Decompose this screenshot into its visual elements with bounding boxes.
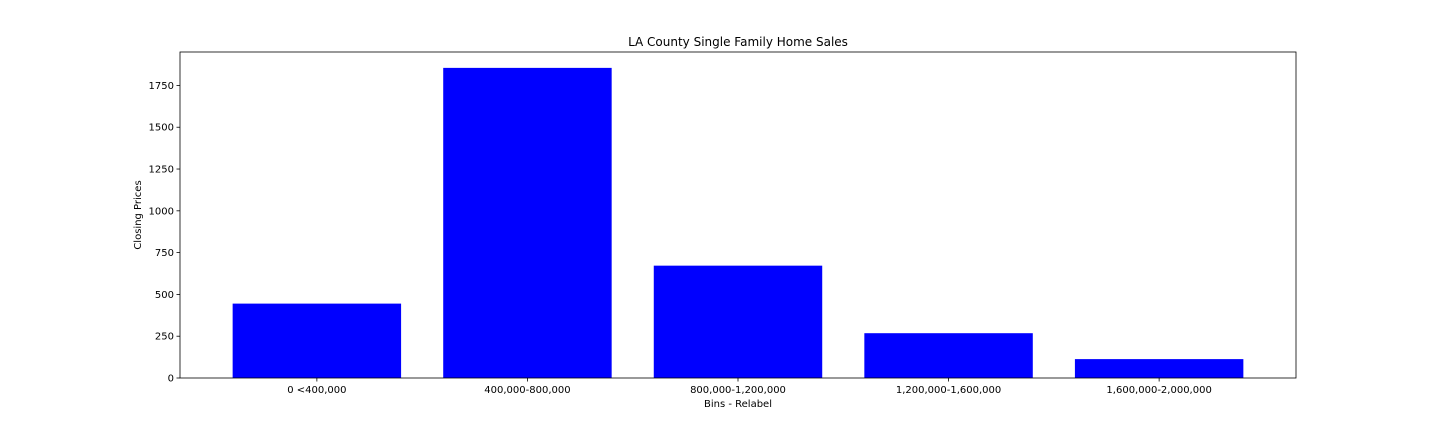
y-tick-label-4: 1000 bbox=[149, 206, 174, 217]
bar-0 bbox=[232, 303, 402, 378]
x-tick-label-3: 1,200,000-1,600,000 bbox=[896, 385, 1001, 396]
bar-4 bbox=[1074, 359, 1244, 378]
chart-title: LA County Single Family Home Sales bbox=[628, 35, 848, 49]
y-tick-label-3: 750 bbox=[155, 248, 174, 259]
x-axis-label: Bins - Relabel bbox=[704, 399, 772, 410]
y-tick-label-6: 1500 bbox=[149, 123, 174, 134]
bar-3 bbox=[864, 333, 1033, 378]
plot-area: 0 <400,000 400,000-800,000 800,000-1,200,0… bbox=[149, 51, 1297, 396]
y-tick-label-0: 0 bbox=[168, 374, 174, 385]
bar-1 bbox=[443, 67, 612, 378]
x-tick-label-1: 400,000-800,000 bbox=[484, 385, 570, 396]
y-axis-label: Closing Prices bbox=[133, 180, 144, 249]
y-tick-label-1: 250 bbox=[155, 332, 174, 343]
x-tick-label-0: 0 <400,000 bbox=[287, 385, 346, 396]
x-tick-label-4: 1,600,000-2,000,000 bbox=[1106, 385, 1211, 396]
y-tick-label-5: 1250 bbox=[149, 165, 174, 176]
y-tick-label-7: 1750 bbox=[149, 81, 174, 92]
y-tick-label-2: 500 bbox=[155, 290, 174, 301]
x-tick-label-2: 800,000-1,200,000 bbox=[690, 385, 786, 396]
bar-2 bbox=[653, 265, 823, 378]
